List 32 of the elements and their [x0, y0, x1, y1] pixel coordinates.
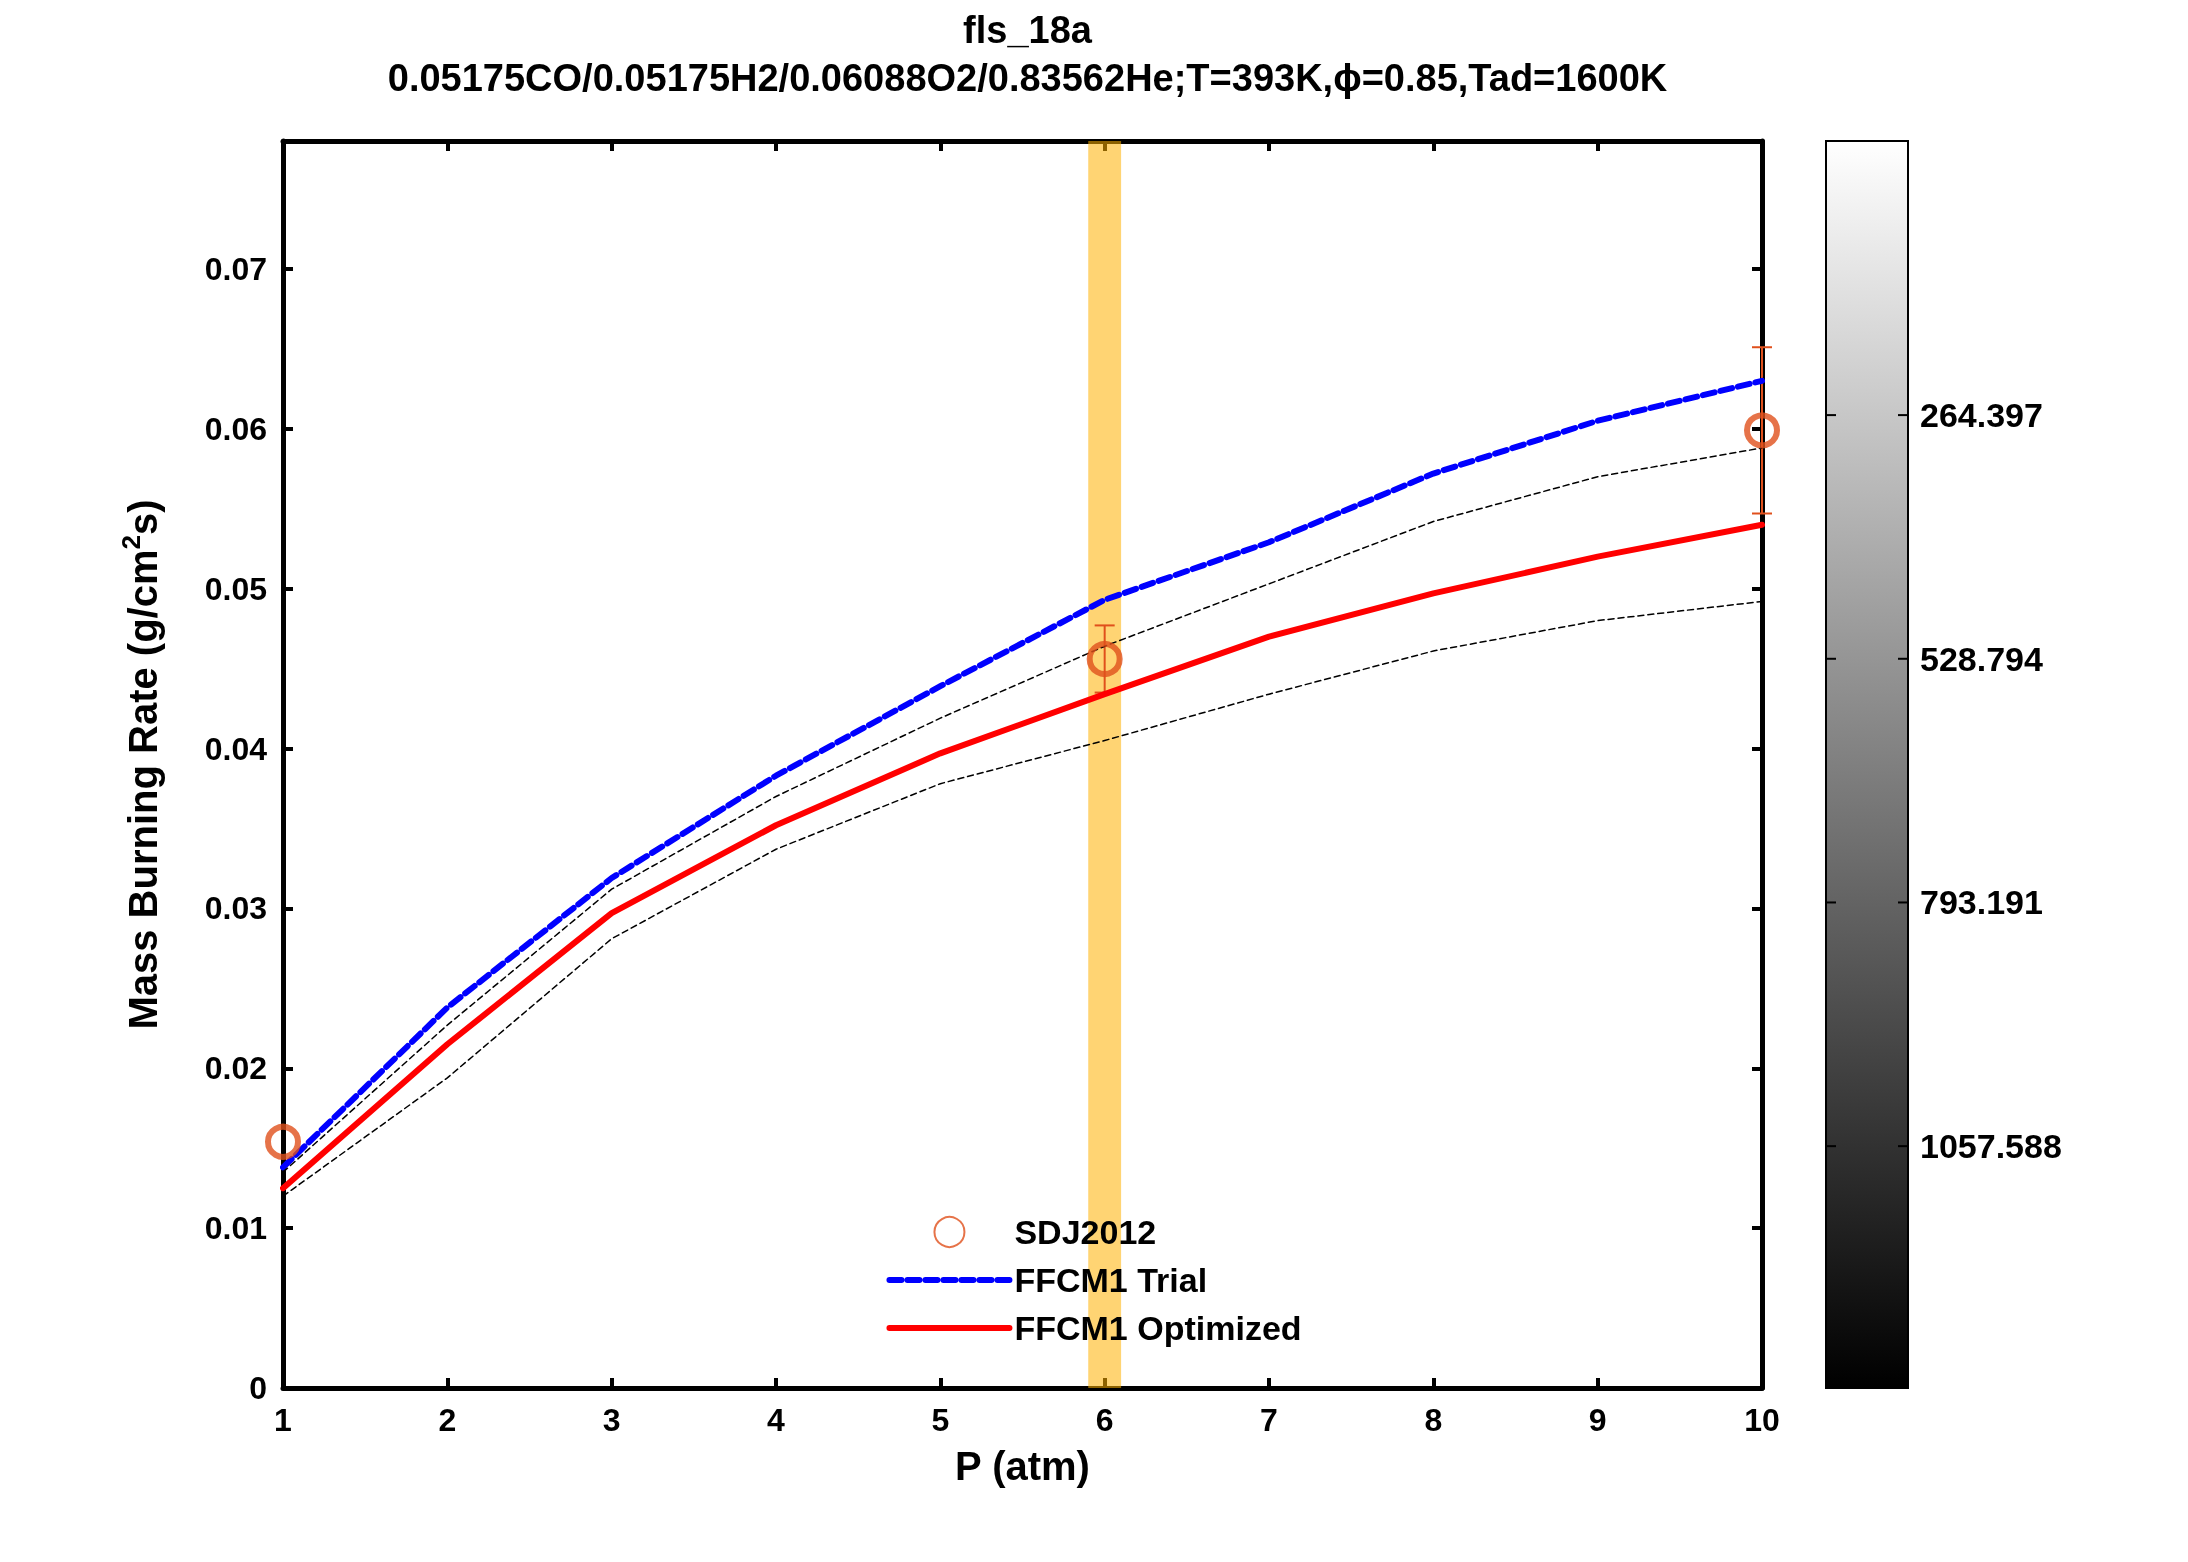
point	[1744, 412, 1780, 449]
point	[1086, 640, 1123, 677]
point	[265, 1123, 301, 1160]
color-bar-label: 1057.588	[1920, 1127, 2062, 1166]
x-axis-title: P (atm)	[955, 1444, 1090, 1488]
x-tick-label: 10	[1744, 1402, 1780, 1438]
y-tick-label: 0.05	[204, 570, 267, 607]
y-tick-label: 0.04	[204, 730, 268, 767]
color-bar-label: 264.397	[1920, 396, 2043, 435]
x-tick-label: 2	[438, 1402, 457, 1438]
color-bar-label: 793.191	[1920, 883, 2043, 922]
x-tick-label: 6	[1095, 1402, 1114, 1438]
y-tick-label: 0.02	[204, 1050, 267, 1087]
x-tick-label: 1	[274, 1402, 292, 1438]
legend-label: FFCM1 Optimized	[1014, 1309, 1302, 1347]
x-tick-label: 7	[1260, 1402, 1278, 1438]
y-tick-label: 0	[249, 1370, 267, 1406]
y-tick-label: 0.06	[204, 410, 267, 447]
chart-subtitle: 0.05175CO/0.05175H2/0.06088O2/0.83562He;T=393K,ϕ=0.85,Tad=1600K	[387, 57, 1668, 99]
x-tick-label: 5	[931, 1402, 950, 1438]
x-tick-label: 4	[767, 1402, 786, 1438]
y-tick-label: 0.03	[204, 890, 267, 927]
y-axis-title: Mass Burning Rate (g/cm2s)	[116, 499, 165, 1030]
legend-label: FFCM1 Trial	[1014, 1261, 1208, 1299]
x-tick-label: 9	[1588, 1402, 1607, 1438]
x-tick-label: 3	[602, 1402, 621, 1438]
y-tick-label: 0.07	[204, 250, 267, 287]
color-bar-label: 528.794	[1920, 639, 2043, 678]
y-tick-label: 0.01	[204, 1210, 267, 1247]
chart-title: fls_18a	[963, 9, 1093, 51]
legend-label: SDJ2012	[1014, 1213, 1157, 1251]
x-tick-label: 8	[1424, 1402, 1443, 1438]
